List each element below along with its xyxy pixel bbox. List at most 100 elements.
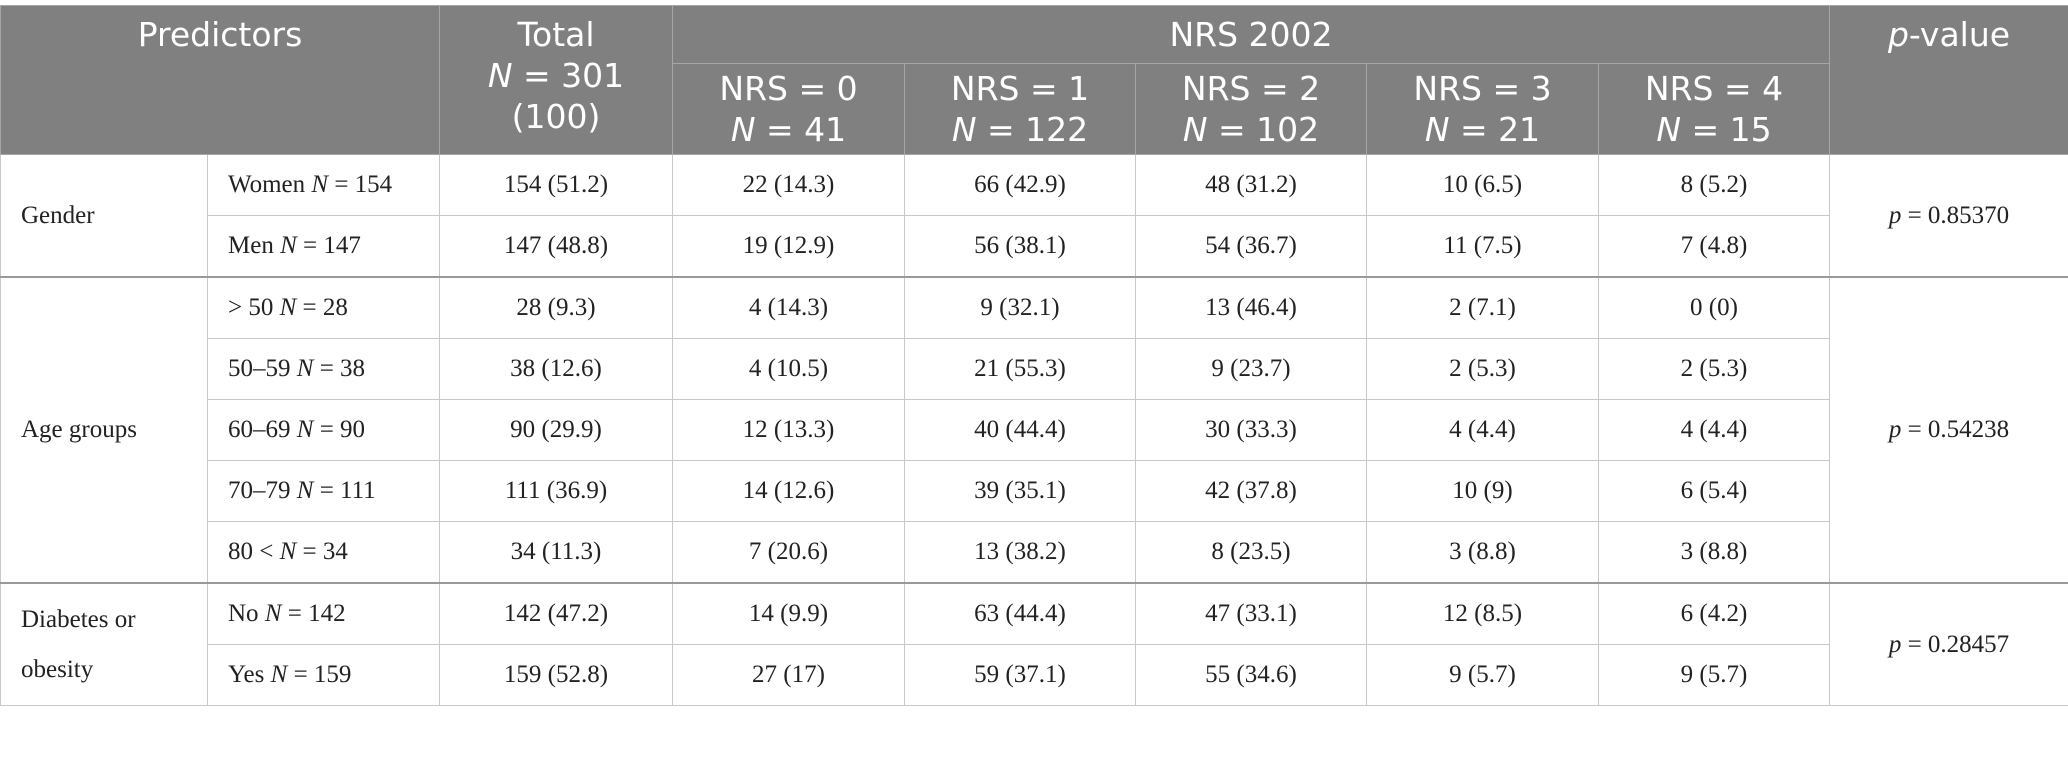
row-n: N = 34 (280, 538, 348, 566)
header-n: N = 21 (1425, 109, 1540, 150)
group-cell: Gender (1, 155, 208, 278)
header-text: Predictors (138, 15, 303, 54)
row-label-cell: Yes N = 159 (208, 645, 440, 706)
data-cell: 4 (4.4) (1599, 400, 1830, 461)
row-label: > 50 (228, 294, 273, 321)
data-cell: 7 (20.6) (673, 522, 905, 584)
data-cell: 55 (34.6) (1136, 645, 1367, 706)
data-cell: 2 (5.3) (1599, 339, 1830, 400)
row-label: 60–69 (228, 416, 291, 443)
cell-value: 9 (5.7) (1681, 661, 1748, 688)
data-cell: 7 (4.8) (1599, 216, 1830, 278)
header-text: NRS 2002 (1169, 15, 1332, 54)
data-cell: 13 (38.2) (905, 522, 1136, 584)
row-label-cell: 60–69 N = 90 (208, 400, 440, 461)
cell-value: 8 (23.5) (1211, 538, 1290, 565)
row-n: N = 154 (311, 171, 392, 199)
cell-value: 55 (34.6) (1205, 661, 1297, 688)
row-label: Men (228, 232, 274, 259)
group-name: Diabetes or obesity (21, 606, 136, 683)
row-label-cell: Women N = 154 (208, 155, 440, 216)
data-cell: 2 (7.1) (1367, 277, 1599, 339)
row-n: N = 142 (265, 600, 346, 628)
data-cell: 30 (33.3) (1136, 400, 1367, 461)
cell-value: 39 (35.1) (974, 477, 1066, 504)
cell-value: 63 (44.4) (974, 600, 1066, 627)
p-value: p = 0.28457 (1889, 631, 2009, 659)
cell-value: 38 (12.6) (510, 355, 602, 382)
data-cell: 3 (8.8) (1367, 522, 1599, 584)
cell-value: 3 (8.8) (1681, 538, 1748, 565)
cell-value: 159 (52.8) (504, 661, 608, 688)
cell-value: 2 (5.3) (1449, 355, 1516, 382)
cell-value: 6 (4.2) (1681, 600, 1748, 627)
row-label: No (228, 600, 259, 627)
data-cell: 39 (35.1) (905, 461, 1136, 522)
cell-value: 21 (55.3) (974, 355, 1066, 382)
data-cell: 59 (37.1) (905, 645, 1136, 706)
data-cell: 12 (13.3) (673, 400, 905, 461)
cell-value: 47 (33.1) (1205, 600, 1297, 627)
cell-value: 56 (38.1) (974, 232, 1066, 259)
cell-value: 4 (4.4) (1449, 416, 1516, 443)
data-cell: 27 (17) (673, 645, 905, 706)
cell-value: 0 (0) (1690, 294, 1738, 321)
row-n: N = 38 (297, 355, 365, 383)
row-label-cell: 80 < N = 34 (208, 522, 440, 584)
data-cell: 28 (9.3) (440, 277, 673, 339)
data-cell: 9 (5.7) (1599, 645, 1830, 706)
header-cell: Predictors (1, 6, 440, 155)
data-cell: 63 (44.4) (905, 583, 1136, 645)
data-cell: 90 (29.9) (440, 400, 673, 461)
header-n: N = 15 (1656, 109, 1771, 150)
data-cell: 9 (23.7) (1136, 339, 1367, 400)
data-cell: 6 (5.4) (1599, 461, 1830, 522)
data-cell: 38 (12.6) (440, 339, 673, 400)
cell-value: 2 (5.3) (1681, 355, 1748, 382)
cell-value: 54 (36.7) (1205, 232, 1297, 259)
row-n: N = 111 (297, 477, 376, 505)
cell-value: 27 (17) (752, 661, 825, 688)
header-text: NRS = 0 (677, 68, 900, 109)
row-n: N = 90 (297, 416, 365, 444)
row-label: 80 < (228, 538, 273, 565)
header-n: N = 102 (1183, 109, 1319, 150)
p-value-cell: p = 0.54238 (1830, 277, 2068, 583)
p-value-cell: p = 0.28457 (1830, 583, 2068, 706)
data-cell: 4 (14.3) (673, 277, 905, 339)
header-text: Total (444, 14, 668, 55)
row-label-cell: 50–59 N = 38 (208, 339, 440, 400)
row-label: Women (228, 171, 305, 198)
group-cell: Diabetes or obesity (1, 583, 208, 706)
data-cell: 19 (12.9) (673, 216, 905, 278)
header-cell: NRS 2002 (673, 6, 1830, 64)
data-cell: 6 (4.2) (1599, 583, 1830, 645)
data-cell: 54 (36.7) (1136, 216, 1367, 278)
data-cell: 21 (55.3) (905, 339, 1136, 400)
cell-value: 66 (42.9) (974, 171, 1066, 198)
cell-value: 3 (8.8) (1449, 538, 1516, 565)
data-cell: 13 (46.4) (1136, 277, 1367, 339)
data-cell: 142 (47.2) (440, 583, 673, 645)
cell-value: 13 (38.2) (974, 538, 1066, 565)
cell-value: 9 (32.1) (980, 294, 1059, 321)
data-cell: 66 (42.9) (905, 155, 1136, 216)
data-cell: 111 (36.9) (440, 461, 673, 522)
data-cell: 2 (5.3) (1367, 339, 1599, 400)
data-row: Yes N = 159 159 (52.8) 27 (17) 59 (37.1) 55 … (1, 645, 2068, 706)
header-n: N = 41 (731, 109, 846, 150)
data-cell: 12 (8.5) (1367, 583, 1599, 645)
cell-value: 6 (5.4) (1681, 477, 1748, 504)
data-cell: 14 (9.9) (673, 583, 905, 645)
cell-value: 13 (46.4) (1205, 294, 1297, 321)
data-cell: 0 (0) (1599, 277, 1830, 339)
cell-value: 42 (37.8) (1205, 477, 1297, 504)
